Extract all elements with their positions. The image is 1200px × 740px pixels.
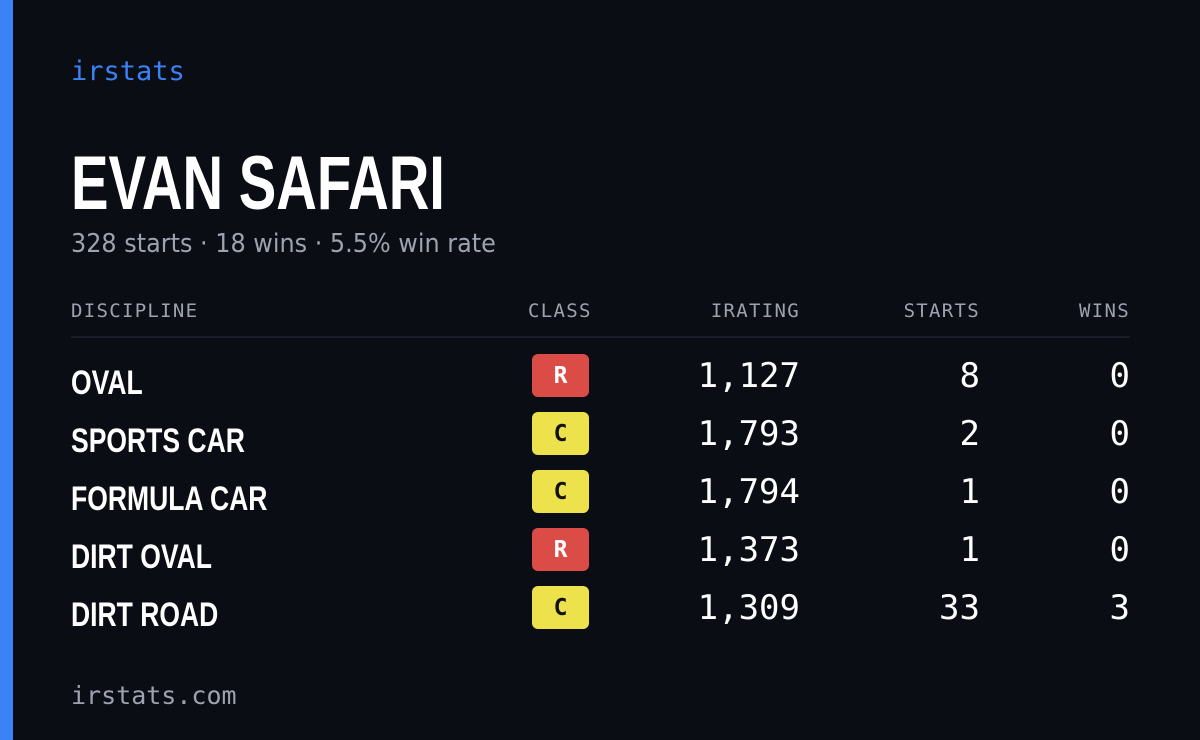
header-divider (71, 336, 1130, 338)
driver-name: EVAN SAFARI (71, 141, 445, 226)
brand-logo: irstats (71, 56, 185, 87)
accent-bar (0, 0, 13, 740)
starts-value: 1 (959, 472, 980, 512)
table-row: DIRT ROAD C 1,309 33 3 (71, 584, 1130, 642)
irating-value: 1,793 (697, 414, 800, 454)
table-header: DISCIPLINE CLASS IRATING STARTS WINS (71, 300, 1130, 328)
discipline-table: OVAL R 1,127 8 0 SPORTS CAR C 1,793 2 0 … (71, 352, 1130, 642)
irating-value: 1,309 (697, 588, 800, 628)
wins-value: 3 (1109, 588, 1130, 628)
header-class: CLASS (528, 300, 592, 322)
class-badge: C (532, 412, 589, 455)
starts-value: 2 (959, 414, 980, 454)
header-discipline: DISCIPLINE (71, 300, 199, 322)
starts-value: 8 (959, 356, 980, 396)
table-row: DIRT OVAL R 1,373 1 0 (71, 526, 1130, 584)
footer-url: irstats.com (71, 681, 237, 710)
table-row: OVAL R 1,127 8 0 (71, 352, 1130, 410)
wins-value: 0 (1109, 530, 1130, 570)
discipline-name: OVAL (71, 364, 143, 402)
discipline-name: FORMULA CAR (71, 480, 268, 518)
starts-value: 1 (959, 530, 980, 570)
irating-value: 1,127 (697, 356, 800, 396)
driver-summary: 328 starts · 18 wins · 5.5% win rate (71, 229, 496, 259)
class-badge: R (532, 354, 589, 397)
header-wins: WINS (1079, 300, 1130, 322)
table-row: FORMULA CAR C 1,794 1 0 (71, 468, 1130, 526)
irating-value: 1,794 (697, 472, 800, 512)
header-irating: IRATING (710, 300, 800, 322)
discipline-name: SPORTS CAR (71, 422, 245, 460)
class-badge: C (532, 586, 589, 629)
header-starts: STARTS (903, 300, 980, 322)
discipline-name: DIRT OVAL (71, 538, 212, 576)
wins-value: 0 (1109, 356, 1130, 396)
class-badge: R (532, 528, 589, 571)
irating-value: 1,373 (697, 530, 800, 570)
table-row: SPORTS CAR C 1,793 2 0 (71, 410, 1130, 468)
wins-value: 0 (1109, 414, 1130, 454)
starts-value: 33 (939, 588, 980, 628)
class-badge: C (532, 470, 589, 513)
discipline-name: DIRT ROAD (71, 596, 219, 634)
wins-value: 0 (1109, 472, 1130, 512)
